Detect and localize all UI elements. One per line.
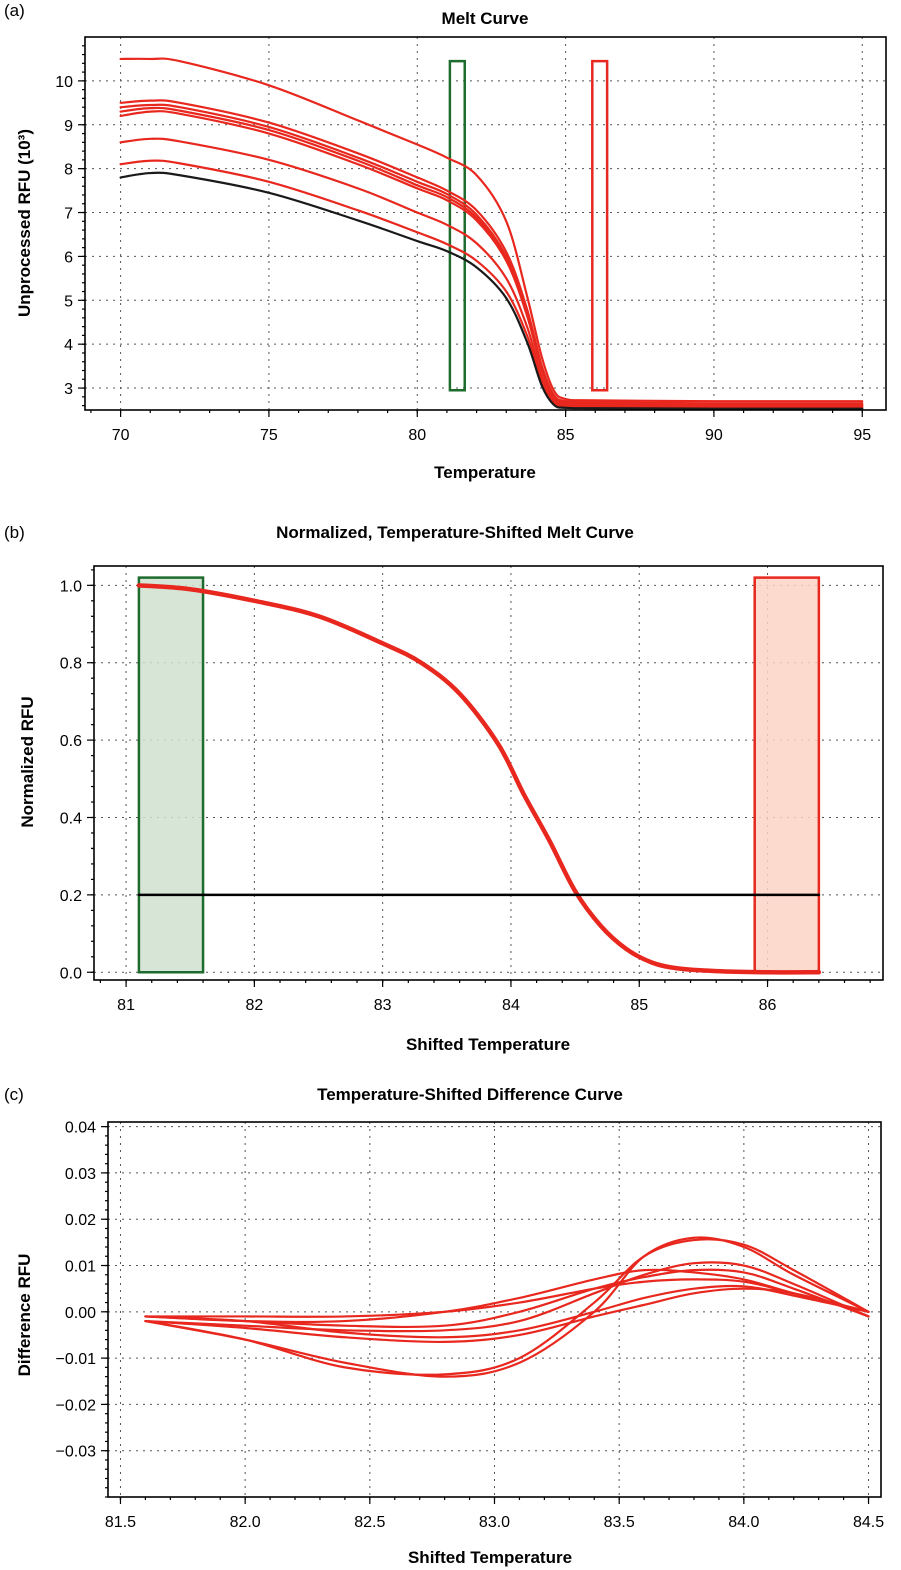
panel-b-title: Normalized, Temperature-Shifted Melt Cur… — [276, 523, 634, 542]
panel-c-ylabel: Difference RFU — [15, 1254, 34, 1377]
panel-a-label: (a) — [4, 1, 25, 20]
panel-b-ytick-label-5: 1.0 — [60, 578, 82, 595]
panel-a-ytick-label-1: 4 — [64, 337, 73, 354]
panel-c-xtick-label-1: 82.0 — [230, 1514, 261, 1531]
panel-b-ytick-label-1: 0.2 — [60, 888, 82, 905]
panel-b-xtick-label-4: 85 — [630, 997, 648, 1014]
panel-b-ytick-label-3: 0.6 — [60, 733, 82, 750]
panel-a-ytick-label-3: 6 — [64, 249, 73, 266]
panel-b-xtick-label-1: 82 — [245, 997, 263, 1014]
panel-a-xtick-label-3: 85 — [557, 427, 575, 444]
panel-a-xtick-label-2: 80 — [408, 427, 426, 444]
panel-a-ytick-label-0: 3 — [64, 381, 73, 398]
panel-a-series-0 — [119, 57, 864, 403]
panel-b-label: (b) — [4, 523, 25, 542]
panel-c-xlabel: Shifted Temperature — [408, 1548, 572, 1567]
panel-b-xtick-label-0: 81 — [117, 997, 135, 1014]
panel-a-plot: 70 75 80 85 90 95 3 4 5 6 7 8 9 10 — [55, 36, 887, 444]
panel-a-series-1 — [119, 99, 864, 405]
panel-b: (b) Normalized, Temperature-Shifted Melt… — [4, 523, 884, 1054]
panel-c-title: Temperature-Shifted Difference Curve — [317, 1085, 623, 1104]
panel-a-xtick-label-5: 95 — [853, 427, 871, 444]
panel-b-frame — [93, 565, 884, 981]
panel-a-series-6 — [119, 159, 864, 410]
panel-b-region-1 — [753, 576, 821, 974]
panel-b-ytick-label-4: 0.8 — [60, 656, 82, 673]
panel-c-ytick-label-5: 0.02 — [65, 1212, 96, 1229]
panel-c-ytick-label-1: −0.02 — [56, 1397, 97, 1414]
panel-a-region-0 — [448, 59, 466, 392]
panel-c-xtick-label-6: 84.5 — [853, 1514, 884, 1531]
panel-b-xtick-label-3: 84 — [502, 997, 520, 1014]
panel-b-xlabel: Shifted Temperature — [406, 1035, 570, 1054]
panel-a-ytick-label-4: 7 — [64, 206, 73, 223]
panel-a-ytick-label-6: 9 — [64, 118, 73, 135]
panel-c-ytick-label-3: 0.00 — [65, 1305, 96, 1322]
panel-c-ytick-label-7: 0.04 — [65, 1120, 96, 1137]
panel-a-xtick-label-1: 75 — [260, 427, 278, 444]
panel-a-ytick-label-7: 10 — [55, 74, 73, 91]
panel-a-title: Melt Curve — [442, 9, 529, 28]
panel-c-plot: 81.5 82.0 82.5 83.0 83.5 84.0 84.5 −0.03 −0.02 −0… — [56, 1120, 885, 1531]
panel-c-xtick-label-0: 81.5 — [105, 1514, 136, 1531]
panel-a-region-1 — [591, 59, 609, 392]
panel-c-series-0 — [144, 1236, 870, 1378]
panel-b-plot: 81 82 83 84 85 86 0.0 0.2 0.4 0.6 0.8 1.0 — [60, 565, 884, 1014]
panel-b-xtick-label-2: 83 — [374, 997, 392, 1014]
panel-c-ytick-label-4: 0.01 — [65, 1259, 96, 1276]
panel-b-series-0 — [136, 583, 822, 975]
panel-c-series-7 — [144, 1287, 870, 1344]
panel-c-series-1 — [144, 1238, 870, 1376]
panel-c-ytick-label-6: 0.03 — [65, 1166, 96, 1183]
panel-b-ytick-label-2: 0.4 — [60, 810, 82, 827]
panel-c-label: (c) — [4, 1085, 24, 1104]
panel-c-series-5 — [144, 1278, 870, 1318]
panel-c-xtick-label-4: 83.5 — [604, 1514, 635, 1531]
panel-c-xtick-label-3: 83.0 — [479, 1514, 510, 1531]
panel-a-series-4 — [119, 110, 864, 408]
panel-c-xtick-label-5: 84.0 — [728, 1514, 759, 1531]
panel-c-series-6 — [144, 1284, 870, 1339]
panel-a-xtick-label-0: 70 — [112, 427, 130, 444]
panel-a-ytick-label-2: 5 — [64, 293, 73, 310]
panel-c-ytick-label-2: −0.01 — [56, 1351, 97, 1368]
panel-a: (a) Melt Curve Temperature Unprocessed R… — [4, 1, 887, 482]
panel-b-ylabel: Normalized RFU — [18, 696, 37, 827]
panel-c-ytick-label-0: −0.03 — [56, 1444, 97, 1461]
panel-a-series-7 — [119, 171, 864, 410]
panel-b-region-0 — [137, 576, 205, 974]
panel-c: (c) Temperature-Shifted Difference Curve… — [4, 1085, 884, 1567]
panel-a-series-2 — [119, 103, 864, 406]
panel-c-series-3 — [144, 1268, 870, 1329]
panel-a-ylabel: Unprocessed RFU (10³) — [15, 129, 34, 317]
panel-c-xtick-label-2: 82.5 — [354, 1514, 385, 1531]
panel-a-xlabel: Temperature — [434, 463, 536, 482]
panel-c-series-4 — [144, 1268, 870, 1324]
panel-b-ytick-label-0: 0.0 — [60, 965, 82, 982]
panel-c-series-2 — [144, 1261, 870, 1333]
panel-b-xtick-label-5: 86 — [759, 997, 777, 1014]
panel-a-frame — [84, 36, 887, 411]
panel-a-ytick-label-5: 8 — [64, 162, 73, 179]
panel-a-xtick-label-4: 90 — [705, 427, 723, 444]
